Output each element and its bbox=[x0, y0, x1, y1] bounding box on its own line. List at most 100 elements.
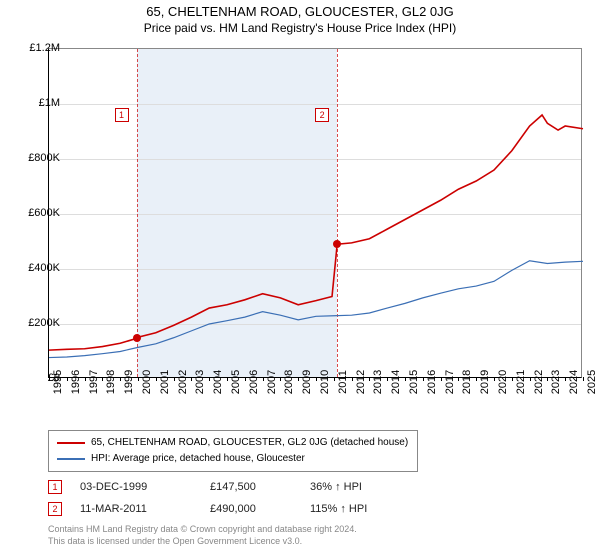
x-tick bbox=[67, 377, 68, 381]
marker-label-2: 2 bbox=[315, 108, 329, 122]
y-axis-label: £1.2M bbox=[16, 42, 60, 54]
x-tick bbox=[227, 377, 228, 381]
legend-swatch-blue bbox=[57, 458, 85, 460]
sale-pct-2: 115% ↑ HPI bbox=[310, 503, 410, 515]
y-axis-label: £800K bbox=[16, 152, 60, 164]
x-axis-label: 2007 bbox=[266, 370, 278, 394]
x-axis-label: 2011 bbox=[337, 370, 349, 394]
title-subtitle: Price paid vs. HM Land Registry's House … bbox=[0, 21, 600, 35]
sale-dot-2 bbox=[333, 240, 341, 248]
sale-dot-1 bbox=[133, 334, 141, 342]
x-axis-label: 2025 bbox=[586, 370, 598, 394]
sale-pct-1: 36% ↑ HPI bbox=[310, 481, 410, 493]
x-axis-label: 2020 bbox=[497, 370, 509, 394]
x-tick bbox=[476, 377, 477, 381]
x-axis-label: 1996 bbox=[70, 370, 82, 394]
sale-price-2: £490,000 bbox=[210, 503, 310, 515]
x-tick bbox=[85, 377, 86, 381]
x-tick bbox=[191, 377, 192, 381]
x-axis-label: 2005 bbox=[230, 370, 242, 394]
x-axis-label: 2016 bbox=[426, 370, 438, 394]
x-axis-label: 2006 bbox=[248, 370, 260, 394]
x-tick bbox=[369, 377, 370, 381]
x-tick bbox=[280, 377, 281, 381]
y-axis-label: £200K bbox=[16, 317, 60, 329]
x-tick bbox=[441, 377, 442, 381]
x-axis-label: 2003 bbox=[194, 370, 206, 394]
legend-text-2: HPI: Average price, detached house, Glou… bbox=[91, 451, 305, 467]
x-axis-label: 2010 bbox=[319, 370, 331, 394]
x-tick bbox=[174, 377, 175, 381]
x-tick bbox=[352, 377, 353, 381]
legend: 65, CHELTENHAM ROAD, GLOUCESTER, GL2 0JG… bbox=[48, 430, 418, 472]
y-axis-label: £600K bbox=[16, 207, 60, 219]
chart-container: 65, CHELTENHAM ROAD, GLOUCESTER, GL2 0JG… bbox=[0, 0, 600, 560]
x-tick bbox=[405, 377, 406, 381]
x-tick bbox=[423, 377, 424, 381]
y-axis-label: £400K bbox=[16, 262, 60, 274]
x-axis-label: 1998 bbox=[105, 370, 117, 394]
x-tick bbox=[494, 377, 495, 381]
sale-marker-2: 2 bbox=[48, 502, 62, 516]
title-address: 65, CHELTENHAM ROAD, GLOUCESTER, GL2 0JG bbox=[0, 4, 600, 19]
x-tick bbox=[138, 377, 139, 381]
series-property bbox=[49, 115, 583, 350]
x-axis-label: 2015 bbox=[408, 370, 420, 394]
x-tick bbox=[102, 377, 103, 381]
x-axis-label: 2017 bbox=[444, 370, 456, 394]
legend-item-2: HPI: Average price, detached house, Glou… bbox=[57, 451, 409, 467]
x-tick bbox=[530, 377, 531, 381]
x-tick bbox=[458, 377, 459, 381]
x-tick bbox=[512, 377, 513, 381]
sale-row-2: 2 11-MAR-2011 £490,000 115% ↑ HPI bbox=[48, 498, 410, 520]
sale-date-2: 11-MAR-2011 bbox=[80, 503, 210, 515]
x-axis-label: 2000 bbox=[141, 370, 153, 394]
x-tick bbox=[547, 377, 548, 381]
x-tick bbox=[565, 377, 566, 381]
x-axis-label: 1999 bbox=[123, 370, 135, 394]
x-tick bbox=[387, 377, 388, 381]
x-axis-label: 1995 bbox=[52, 370, 64, 394]
title-block: 65, CHELTENHAM ROAD, GLOUCESTER, GL2 0JG… bbox=[0, 0, 600, 35]
x-axis-label: 2021 bbox=[515, 370, 527, 394]
sale-price-1: £147,500 bbox=[210, 481, 310, 493]
x-tick bbox=[209, 377, 210, 381]
legend-swatch-red bbox=[57, 442, 85, 444]
x-tick bbox=[156, 377, 157, 381]
x-axis-label: 2023 bbox=[550, 370, 562, 394]
x-axis-label: 2019 bbox=[479, 370, 491, 394]
chart-area: 1 2 bbox=[48, 48, 582, 378]
sales-table: 1 03-DEC-1999 £147,500 36% ↑ HPI 2 11-MA… bbox=[48, 476, 410, 520]
legend-item-1: 65, CHELTENHAM ROAD, GLOUCESTER, GL2 0JG… bbox=[57, 435, 409, 451]
x-axis-label: 2022 bbox=[533, 370, 545, 394]
sale-marker-1: 1 bbox=[48, 480, 62, 494]
x-axis-label: 2008 bbox=[283, 370, 295, 394]
x-axis-label: 2024 bbox=[568, 370, 580, 394]
x-axis-label: 2004 bbox=[212, 370, 224, 394]
line-svg bbox=[49, 49, 581, 377]
x-tick bbox=[334, 377, 335, 381]
x-axis-label: 1997 bbox=[88, 370, 100, 394]
sale-date-1: 03-DEC-1999 bbox=[80, 481, 210, 493]
x-axis-label: 2001 bbox=[159, 370, 171, 394]
sale-row-1: 1 03-DEC-1999 £147,500 36% ↑ HPI bbox=[48, 476, 410, 498]
footer: Contains HM Land Registry data © Crown c… bbox=[48, 524, 357, 547]
series-hpi bbox=[49, 261, 583, 358]
x-tick bbox=[263, 377, 264, 381]
footer-line-1: Contains HM Land Registry data © Crown c… bbox=[48, 524, 357, 536]
marker-label-1: 1 bbox=[115, 108, 129, 122]
x-tick bbox=[120, 377, 121, 381]
x-axis-label: 2018 bbox=[461, 370, 473, 394]
legend-text-1: 65, CHELTENHAM ROAD, GLOUCESTER, GL2 0JG… bbox=[91, 435, 408, 451]
x-tick bbox=[245, 377, 246, 381]
x-tick bbox=[316, 377, 317, 381]
x-axis-label: 2002 bbox=[177, 370, 189, 394]
x-axis-label: 2012 bbox=[355, 370, 367, 394]
footer-line-2: This data is licensed under the Open Gov… bbox=[48, 536, 357, 548]
x-axis-label: 2013 bbox=[372, 370, 384, 394]
plot-frame: 1 2 bbox=[48, 48, 582, 378]
x-axis-label: 2009 bbox=[301, 370, 313, 394]
x-tick bbox=[298, 377, 299, 381]
y-axis-label: £1M bbox=[16, 97, 60, 109]
x-tick bbox=[583, 377, 584, 381]
